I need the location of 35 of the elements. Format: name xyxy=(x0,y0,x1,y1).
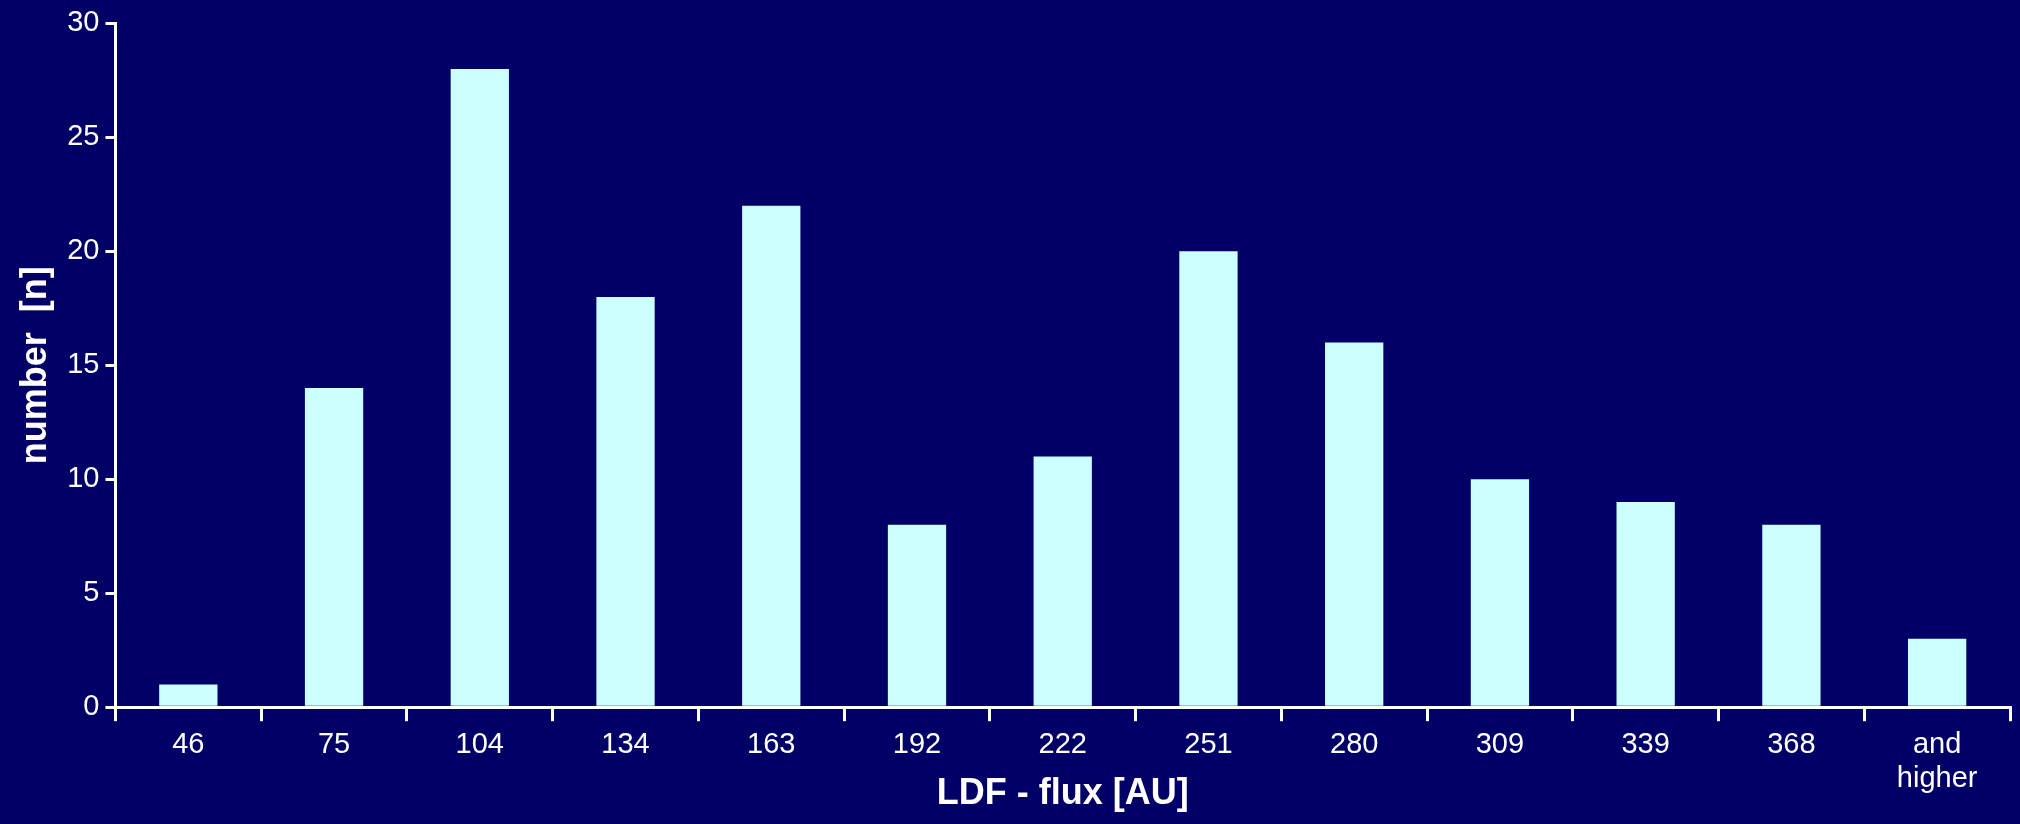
bar xyxy=(887,524,947,706)
x-tick-label: and higher xyxy=(1896,726,1978,794)
bar xyxy=(304,388,364,706)
y-tick-label: 5 xyxy=(83,575,100,608)
bar xyxy=(596,296,655,706)
bar xyxy=(1470,479,1530,706)
x-tick-label: 75 xyxy=(317,726,351,759)
x-tick-label: 192 xyxy=(892,726,942,759)
y-axis-title: number [n] xyxy=(12,266,54,465)
x-tick-label: 368 xyxy=(1767,726,1816,759)
x-tick-label: 104 xyxy=(455,726,504,759)
bar xyxy=(1762,524,1821,706)
y-tick-label: 20 xyxy=(67,233,100,266)
x-tick-label: 251 xyxy=(1184,726,1233,759)
bar xyxy=(1907,638,1967,706)
bar xyxy=(1179,251,1238,706)
y-tick-label: 0 xyxy=(83,689,100,722)
bar xyxy=(1033,456,1092,706)
y-tick-label: 15 xyxy=(67,347,100,380)
y-tick-label: 30 xyxy=(67,5,100,38)
x-tick-label: 280 xyxy=(1330,726,1379,759)
bar xyxy=(159,684,218,706)
x-tick-label: 163 xyxy=(747,726,796,759)
bar xyxy=(742,205,801,706)
x-axis-title: LDF - flux [AU] xyxy=(936,771,1189,813)
bar xyxy=(450,68,509,706)
x-tick-label: 134 xyxy=(601,726,650,759)
x-tick-label: 46 xyxy=(172,726,205,759)
x-tick-label: 309 xyxy=(1475,726,1525,759)
y-tick-label: 10 xyxy=(67,461,100,494)
bar xyxy=(1616,502,1675,706)
x-tick-label: 339 xyxy=(1621,726,1670,759)
x-tick-label: 222 xyxy=(1038,726,1087,759)
y-tick-label: 25 xyxy=(67,119,100,152)
bar xyxy=(1325,342,1384,706)
